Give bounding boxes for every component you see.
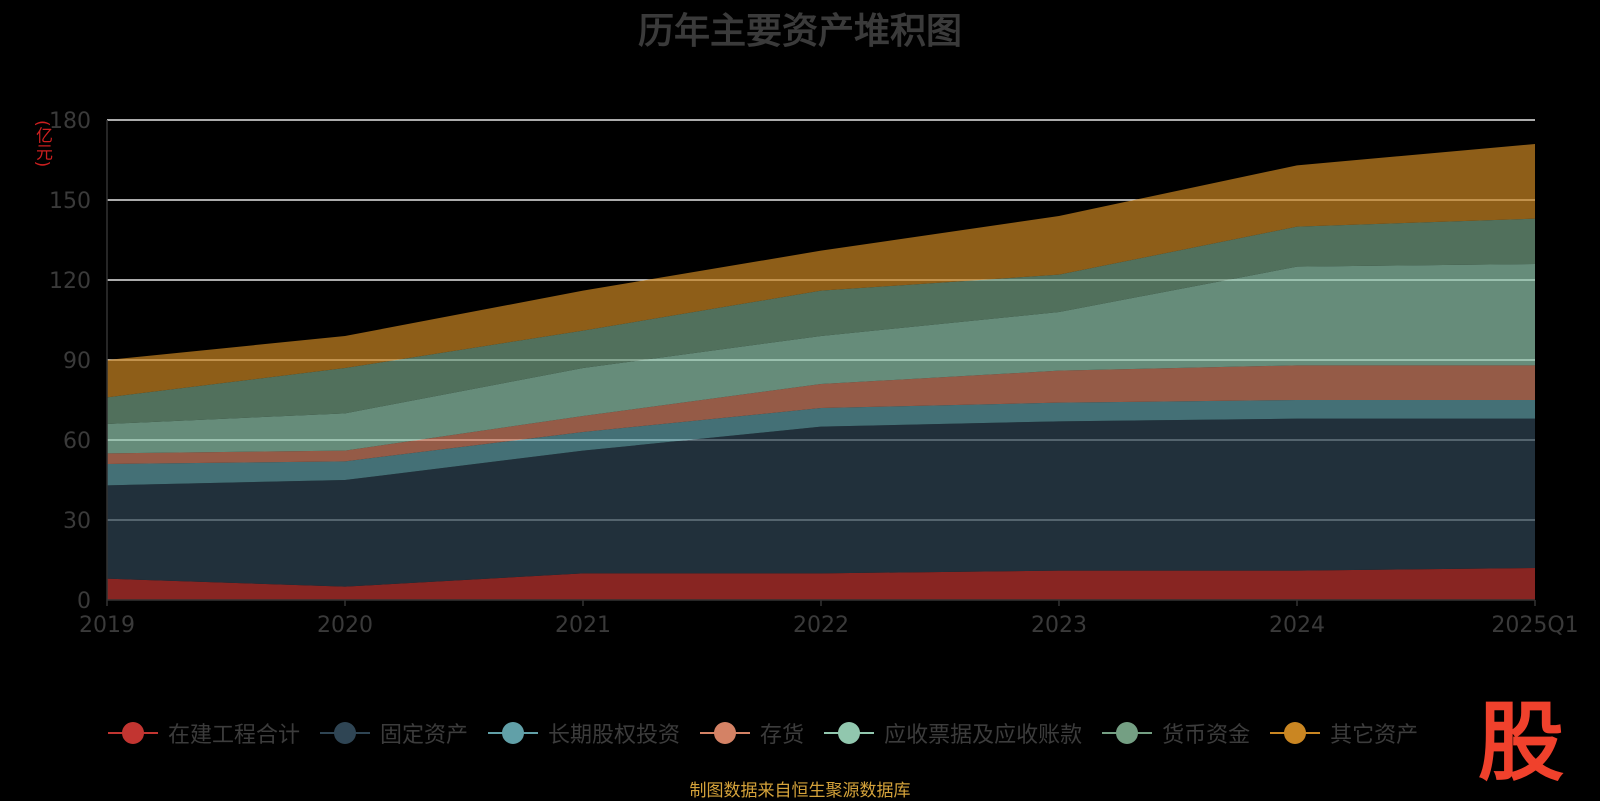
legend-item-2[interactable]: 长期股权投资 [488,717,680,749]
y-tick-label: 180 [49,109,91,134]
brand-logo: 股 [1478,692,1564,793]
legend-item-0[interactable]: 在建工程合计 [108,717,300,749]
data-source-note: 制图数据来自恒生聚源数据库 [689,781,911,801]
legend-item-1[interactable]: 固定资产 [320,717,468,749]
area-series-6 [107,144,1535,398]
legend-marker-icon [824,721,875,745]
legend-label: 长期股权投资 [548,723,681,748]
area-series-5 [107,218,1535,424]
x-tick-label: 2021 [555,613,611,638]
chart-legend: 在建工程合计 固定资产 长期股权投资 存货 应收票据及应收账款 货币资金 其它资产 [108,717,1438,749]
legend-marker-icon [320,721,371,745]
y-tick-label: 150 [49,189,91,214]
legend-label: 固定资产 [380,723,469,748]
x-tick-label: 2020 [317,613,373,638]
legend-item-3[interactable]: 存货 [700,717,804,749]
y-tick-label: 90 [63,349,91,374]
legend-label: 在建工程合计 [168,723,301,748]
area-series-0 [107,568,1535,600]
y-tick-label: 120 [49,269,91,294]
legend-label: 其它资产 [1330,723,1419,748]
legend-label: 货币资金 [1162,723,1251,748]
x-tick-label: 2019 [79,613,135,638]
area-series-1 [107,418,1535,587]
y-tick-label: 60 [63,429,91,454]
legend-item-6[interactable]: 其它资产 [1270,717,1418,749]
y-axis-unit-label: (亿元) [32,120,52,168]
x-tick-label: 2022 [793,613,849,638]
area-series-2 [107,400,1535,486]
legend-item-4[interactable]: 应收票据及应收账款 [824,717,1082,749]
legend-marker-icon [1270,721,1321,745]
chart-title: 历年主要资产堆积图 [637,11,962,52]
legend-label: 应收票据及应收账款 [884,723,1083,748]
area-series-4 [107,264,1535,454]
area-series-3 [107,365,1535,464]
x-tick-label: 2023 [1031,613,1087,638]
legend-item-5[interactable]: 货币资金 [1102,717,1250,749]
legend-label: 存货 [760,723,805,748]
legend-marker-icon [108,721,158,745]
legend-marker-icon [700,721,751,745]
y-tick-label: 30 [63,509,91,534]
y-tick-label: 0 [77,589,91,614]
legend-marker-icon [1102,721,1153,745]
legend-marker-icon [488,721,539,745]
x-tick-label: 2025Q1 [1491,613,1578,638]
x-tick-label: 2024 [1269,613,1325,638]
